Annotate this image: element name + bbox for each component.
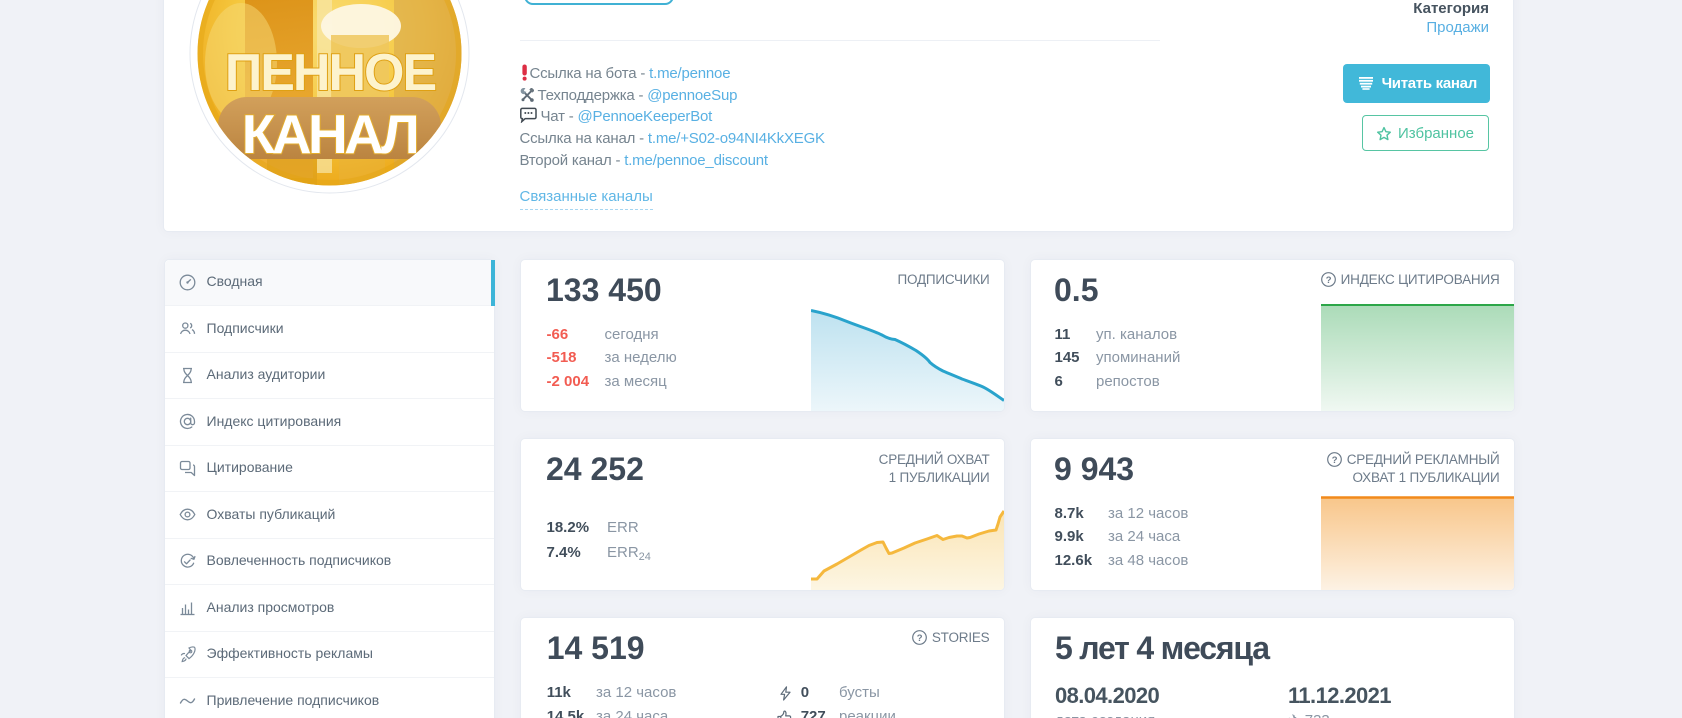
svg-text:ПЕННОЕ: ПЕННОЕ xyxy=(225,44,436,102)
svg-text:?: ? xyxy=(917,633,923,644)
svg-text:?: ? xyxy=(1331,455,1337,466)
svg-text:?: ? xyxy=(1325,275,1331,286)
svg-text:КАНАЛ: КАНАЛ xyxy=(242,103,417,165)
